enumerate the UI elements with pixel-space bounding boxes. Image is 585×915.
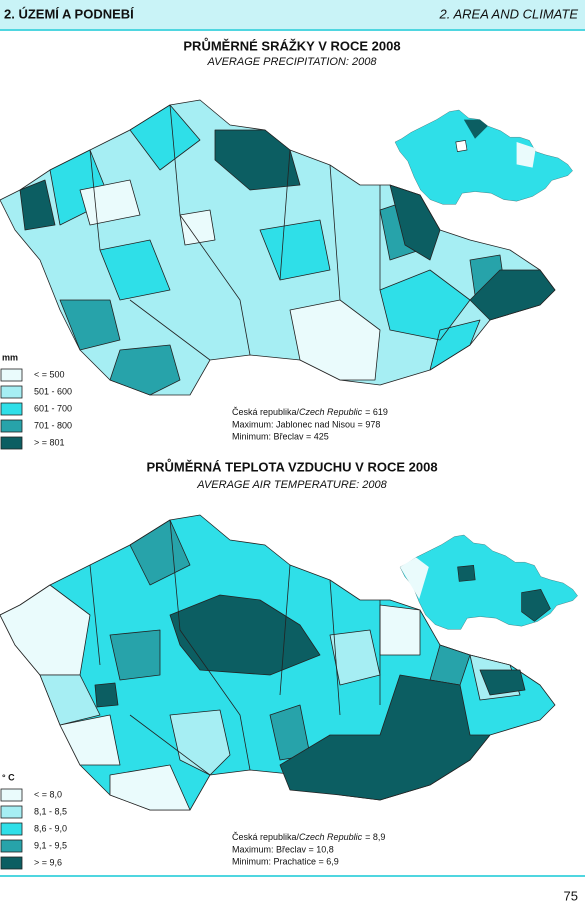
legend-label: 8,6 - 9,0 xyxy=(34,823,67,833)
page-number: 75 xyxy=(564,888,578,903)
map-title: PRŮMĚRNÁ TEPLOTA VZDUCHU V ROCE 2008 xyxy=(146,458,437,474)
legend-swatch xyxy=(0,788,23,802)
legend-swatch xyxy=(0,419,23,433)
stats-max: Maximum: Jablonec nad Nisou = 978 xyxy=(232,419,380,429)
legend-swatch xyxy=(0,436,23,450)
precipitation-map xyxy=(0,99,556,396)
legend-label: > = 9,6 xyxy=(34,857,62,867)
legend-label: 601 - 700 xyxy=(34,403,72,413)
legend-label: 501 - 600 xyxy=(34,386,72,396)
header-left: 2. ÚZEMÍ A PODNEBÍ xyxy=(4,6,134,21)
map-title: PRŮMĚRNÉ SRÁŽKY V ROCE 2008 xyxy=(183,37,400,53)
legend-swatch xyxy=(0,402,23,416)
legend-swatch xyxy=(0,822,23,836)
map-subtitle: AVERAGE AIR TEMPERATURE: 2008 xyxy=(196,479,387,491)
header-bar xyxy=(0,0,585,30)
legend-label: < = 8,0 xyxy=(34,789,62,799)
stats-country: Česká republika/Czech Republic = 8,9 xyxy=(232,832,385,842)
stats-min: Minimum: Prachatice = 6,9 xyxy=(232,856,339,866)
stats-country: Česká republika/Czech Republic = 619 xyxy=(232,407,388,417)
map-subtitle: AVERAGE PRECIPITATION: 2008 xyxy=(207,56,378,68)
legend-label: 9,1 - 9,5 xyxy=(34,840,67,850)
legend-label: 701 - 800 xyxy=(34,420,72,430)
legend-label: 8,1 - 8,5 xyxy=(34,806,67,816)
legend-swatch xyxy=(0,385,23,399)
legend-label: < = 500 xyxy=(34,369,65,379)
legend-swatch xyxy=(0,839,23,853)
temperature-map xyxy=(0,514,556,811)
legend-swatch xyxy=(0,805,23,819)
legend-swatch xyxy=(0,368,23,382)
precipitation-inset xyxy=(394,109,573,205)
legend-unit: mm xyxy=(2,352,18,362)
stats-min: Minimum: Břeclav = 425 xyxy=(232,431,329,441)
legend-swatch xyxy=(0,856,23,870)
temperature-inset xyxy=(399,534,578,630)
legend-unit: ° C xyxy=(2,772,15,782)
stats-max: Maximum: Břeclav = 10,8 xyxy=(232,844,334,854)
legend-label: > = 801 xyxy=(34,437,65,447)
header-right: 2. AREA AND CLIMATE xyxy=(439,6,579,21)
